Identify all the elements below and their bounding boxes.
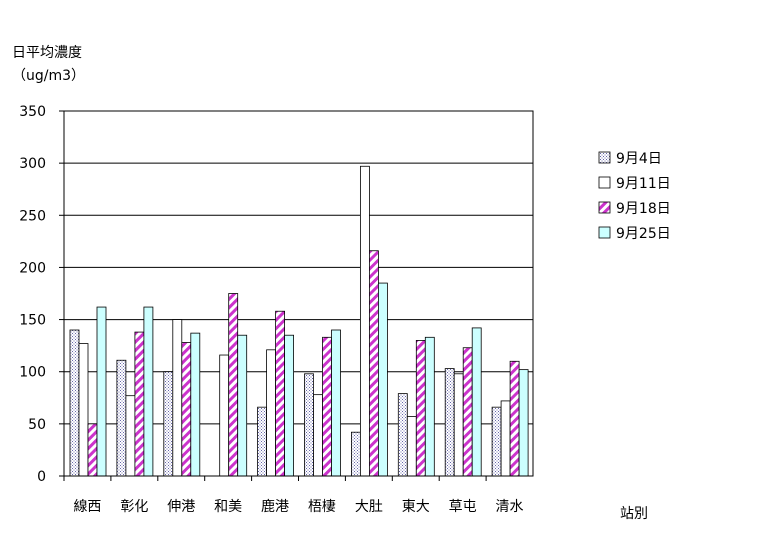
plot-area: 0 50 100 150 200 250 300 350 線西 彰化 伸港 和美 鹿港 梧棲 大肚 東大 草屯 清… xyxy=(19,104,534,515)
bar-1-東大 xyxy=(397,393,408,477)
bar-1-草屯 xyxy=(444,368,455,477)
bar-4-大肚 xyxy=(377,282,388,477)
legend-swatch-1 xyxy=(598,151,611,164)
bar-4-鹿港 xyxy=(284,334,295,477)
bar-4-東大 xyxy=(424,336,435,477)
legend-swatch-4 xyxy=(598,226,611,239)
bar-3-彰化 xyxy=(134,331,145,477)
bar-3-清水 xyxy=(509,360,520,477)
bar-1-梧棲 xyxy=(304,373,314,477)
y-axis-title-line1: 日平均濃度 xyxy=(12,45,82,61)
legend: 9月4日 9月11日 9月18日 9月25日 xyxy=(598,151,671,242)
bar-3-鹿港 xyxy=(275,310,286,477)
bar-4-梧棲 xyxy=(331,329,341,477)
bar-2-草屯 xyxy=(453,373,464,477)
bar-1-大肚 xyxy=(350,431,361,477)
bar-3-和美 xyxy=(228,293,239,477)
bar-3-伸港 xyxy=(181,342,192,477)
bar-1-彰化 xyxy=(116,359,127,477)
bar-3-草屯 xyxy=(462,347,473,477)
x-tick-label: 和美 xyxy=(214,499,242,515)
y-tick-label: 250 xyxy=(19,208,46,224)
bar-4-和美 xyxy=(237,334,248,477)
x-tick-label: 草屯 xyxy=(449,499,477,515)
bar-2-大肚 xyxy=(359,165,370,477)
y-tick-label: 0 xyxy=(37,469,46,485)
x-tick-label: 東大 xyxy=(402,499,430,515)
legend-swatch-2 xyxy=(598,176,611,189)
bar-3-東大 xyxy=(415,340,426,477)
x-tick-label: 梧棲 xyxy=(308,499,336,515)
bar-1-清水 xyxy=(491,406,502,477)
y-tick-label: 300 xyxy=(19,156,46,172)
bar-4-清水 xyxy=(518,369,529,477)
bar-2-東大 xyxy=(406,416,417,477)
legend-label-4: 9月25日 xyxy=(616,226,671,242)
y-tick-label: 150 xyxy=(19,313,46,329)
bar-2-伸港 xyxy=(172,319,183,477)
legend-label-2: 9月11日 xyxy=(616,176,671,192)
bar-2-清水 xyxy=(500,400,511,477)
bar-2-鹿港 xyxy=(266,349,277,477)
x-tick-label: 清水 xyxy=(496,499,524,515)
bar-1-鹿港 xyxy=(257,406,268,477)
bar-3-梧棲 xyxy=(322,336,332,477)
bar-3-線西 xyxy=(87,423,98,477)
bar-4-草屯 xyxy=(471,327,482,477)
x-tick-label: 線西 xyxy=(73,499,101,515)
bar-1-線西 xyxy=(69,329,80,477)
bar-2-彰化 xyxy=(125,395,136,477)
bar-4-伸港 xyxy=(190,332,201,477)
bar-2-線西 xyxy=(78,343,89,477)
y-tick-label: 200 xyxy=(19,260,46,276)
legend-label-3: 9月18日 xyxy=(616,201,671,217)
x-tick-label: 鹿港 xyxy=(261,498,289,515)
legend-swatch-3 xyxy=(598,201,611,214)
x-axis-title: 站別 xyxy=(620,506,648,522)
y-tick-label: 100 xyxy=(19,365,46,381)
x-tick-label: 大肚 xyxy=(355,499,383,515)
bar-4-彰化 xyxy=(143,306,154,477)
bar-2-和美 xyxy=(219,354,230,477)
y-axis-title-line2: （ug/m3） xyxy=(12,68,85,84)
x-tick-label: 伸港 xyxy=(167,499,195,515)
bar-2-梧棲 xyxy=(313,394,323,477)
bar-1-伸港 xyxy=(163,371,174,477)
bar-3-大肚 xyxy=(368,250,379,477)
y-tick-label: 350 xyxy=(19,104,46,120)
x-tick-label: 彰化 xyxy=(120,498,148,515)
bar-4-線西 xyxy=(96,306,107,477)
legend-label-1: 9月4日 xyxy=(616,151,662,167)
y-tick-label: 50 xyxy=(28,417,46,433)
